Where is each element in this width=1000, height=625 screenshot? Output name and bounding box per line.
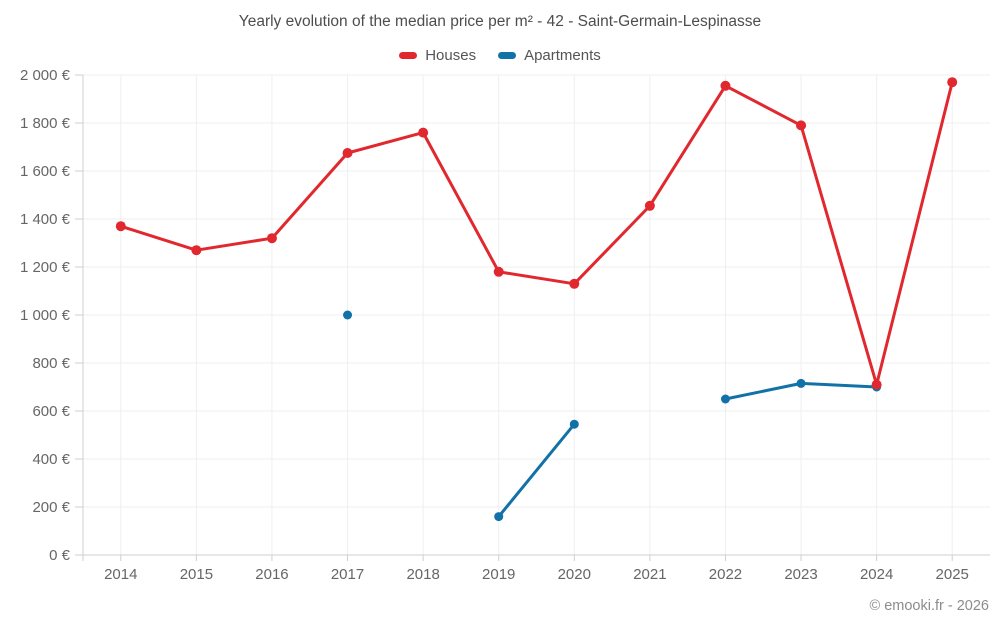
x-tick-label: 2017 (331, 566, 364, 583)
x-tick-label: 2024 (860, 566, 893, 583)
data-point-houses-2015[interactable] (191, 245, 202, 256)
y-tick-label: 1 800 € (20, 115, 71, 132)
y-tick-label: 0 € (49, 547, 71, 564)
legend-item-houses[interactable]: Houses (399, 47, 476, 64)
data-point-apartments-2017[interactable] (343, 310, 353, 320)
y-tick-label: 1 400 € (20, 211, 71, 228)
data-point-apartments-2022[interactable] (720, 394, 730, 404)
data-point-houses-2017[interactable] (342, 148, 353, 158)
data-point-houses-2018[interactable] (418, 127, 429, 138)
data-point-apartments-2019[interactable] (494, 512, 504, 522)
y-tick-label: 400 € (32, 451, 70, 468)
x-tick-label: 2022 (709, 566, 742, 583)
y-tick-label: 200 € (32, 499, 70, 516)
data-point-apartments-2023[interactable] (796, 378, 806, 388)
data-point-houses-2016[interactable] (266, 233, 277, 244)
copyright-notice: © emooki.fr - 2026 (869, 598, 989, 614)
data-point-houses-2023[interactable] (796, 120, 807, 131)
y-tick-label: 2 000 € (20, 67, 71, 84)
x-tick-label: 2021 (633, 566, 666, 583)
x-tick-label: 2014 (104, 566, 137, 583)
legend-label-apartments: Apartments (524, 47, 601, 64)
apartments-series-swatch-icon (498, 52, 517, 59)
data-point-apartments-2020[interactable] (569, 419, 579, 429)
data-point-houses-2021[interactable] (644, 200, 655, 211)
y-tick-label: 1 600 € (20, 163, 71, 180)
data-point-houses-2020[interactable] (569, 278, 580, 289)
data-point-houses-2024[interactable] (871, 379, 882, 390)
legend-item-apartments[interactable]: Apartments (498, 47, 601, 64)
data-point-houses-2025[interactable] (947, 77, 958, 88)
x-tick-label: 2020 (558, 566, 591, 583)
x-tick-label: 2023 (784, 566, 817, 583)
data-point-houses-2014[interactable] (115, 221, 126, 232)
legend-label-houses: Houses (425, 47, 477, 64)
y-tick-label: 1 000 € (20, 307, 71, 324)
x-tick-label: 2015 (180, 566, 213, 583)
y-tick-label: 800 € (32, 355, 70, 372)
chart-title: Yearly evolution of the median price per… (238, 13, 762, 30)
data-point-houses-2019[interactable] (493, 266, 504, 277)
y-tick-label: 600 € (32, 403, 70, 420)
x-tick-label: 2025 (936, 566, 969, 583)
houses-series-swatch-icon (399, 52, 418, 59)
x-tick-label: 2016 (255, 566, 288, 583)
y-tick-label: 1 200 € (20, 259, 71, 276)
chart-legend: Houses Apartments (0, 47, 1000, 64)
x-tick-label: 2018 (406, 566, 439, 583)
series-line-houses (119, 80, 954, 387)
data-point-houses-2022[interactable] (720, 80, 731, 91)
series-line-apartments (497, 422, 576, 519)
x-tick-label: 2019 (482, 566, 515, 583)
